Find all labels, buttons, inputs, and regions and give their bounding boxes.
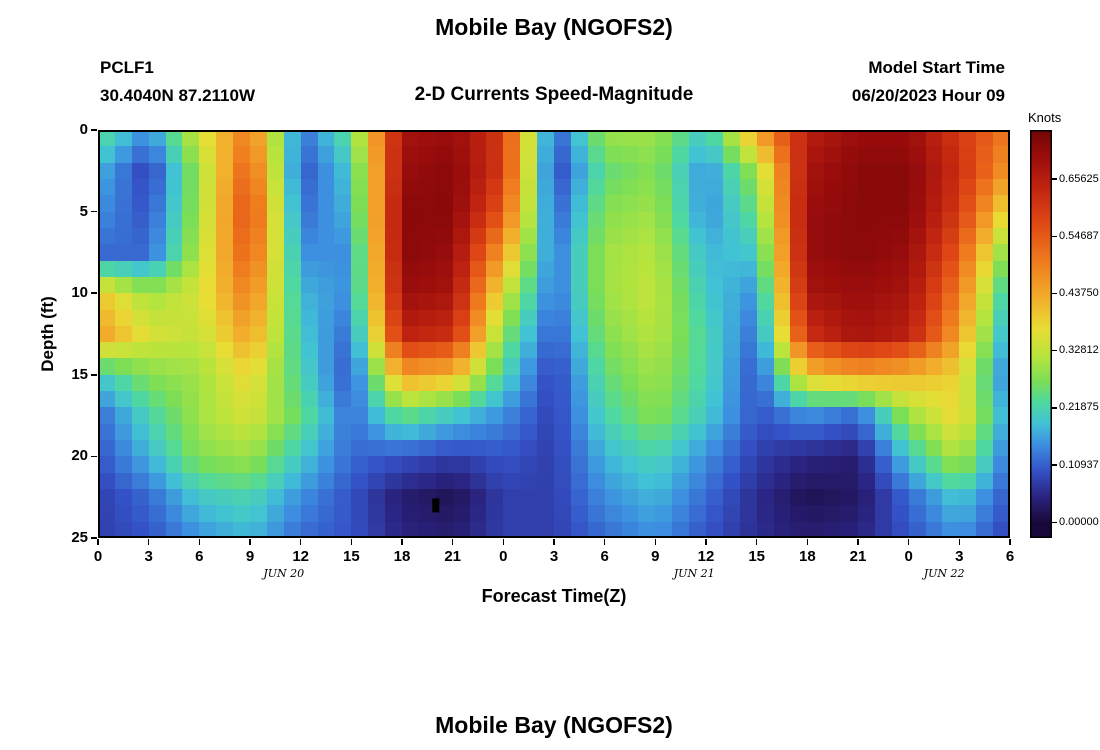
colorbar-tick (1052, 464, 1057, 466)
y-tick (91, 455, 97, 458)
x-tick-label: 9 (651, 548, 660, 565)
x-tick (350, 539, 353, 545)
x-tick-label: 12 (697, 548, 715, 565)
x-date-label: JUN 21 (673, 567, 715, 580)
colorbar-title: Knots (1028, 110, 1062, 125)
y-tick-label: 20 (71, 447, 88, 465)
colorbar-tick-label: 0.43750 (1059, 286, 1099, 299)
x-tick (451, 539, 454, 545)
station-coords: 30.4040N 87.2110W (100, 86, 256, 105)
x-tick (654, 539, 657, 545)
heatmap-canvas (98, 130, 1010, 538)
x-tick (299, 539, 302, 545)
x-tick-label: 6 (195, 548, 204, 565)
x-tick-label: 3 (144, 548, 153, 565)
x-tick-label: 12 (292, 548, 309, 565)
x-date-label: JUN 20 (263, 567, 305, 580)
y-tick (91, 292, 97, 294)
x-tick (958, 539, 961, 545)
y-tick-label: 25 (71, 529, 88, 546)
x-axis-title: Forecast Time(Z) (481, 586, 627, 606)
x-tick-label: 15 (342, 548, 360, 565)
colorbar-tick-label: 0.65625 (1059, 172, 1099, 185)
x-tick-label: 6 (600, 548, 609, 565)
y-tick (91, 537, 97, 539)
x-tick (603, 539, 606, 545)
y-tick (91, 374, 97, 376)
x-tick-label: 18 (393, 548, 411, 565)
colorbar-canvas (1030, 130, 1052, 538)
colorbar-tick (1052, 407, 1057, 409)
x-tick (502, 539, 505, 545)
colorbar-tick (1052, 292, 1057, 295)
next-chart-title: Mobile Bay (NGOFS2) (435, 712, 673, 738)
y-tick-label: 0 (79, 121, 88, 138)
x-tick-label: 15 (748, 548, 765, 565)
x-tick (1009, 539, 1011, 545)
colorbar-tick-label: 0.10937 (1059, 458, 1099, 471)
colorbar-tick (1052, 349, 1057, 352)
colorbar-tick-label: 0.00000 (1059, 515, 1099, 528)
model-start-label: Model Start Time (868, 58, 1005, 77)
x-tick-label: 9 (245, 548, 255, 565)
x-tick (907, 539, 910, 545)
y-tick-label: 5 (79, 202, 88, 220)
plot-subtitle: 2-D Currents Speed-Magnitude (414, 84, 694, 105)
x-tick-label: 3 (955, 548, 964, 565)
colorbar-tick (1052, 521, 1057, 524)
y-tick (91, 210, 97, 213)
x-tick-label: 0 (93, 548, 103, 565)
x-date-label: JUN 22 (923, 567, 965, 580)
x-tick (401, 539, 403, 545)
x-tick (705, 539, 707, 545)
x-tick-label: 6 (1005, 548, 1015, 565)
x-tick (755, 539, 758, 545)
x-tick-label: 21 (849, 548, 867, 565)
station-id: PCLF1 (100, 58, 154, 77)
x-tick (857, 539, 859, 545)
x-tick-label: 3 (549, 548, 559, 565)
y-tick-label: 15 (71, 365, 88, 383)
colorbar-tick-label: 0.32812 (1059, 344, 1099, 357)
x-tick (249, 539, 251, 545)
x-tick (198, 539, 201, 545)
main-title: Mobile Bay (NGOFS2) (435, 14, 673, 40)
y-axis-title: Depth (ft) (38, 296, 57, 372)
y-tick-label: 10 (71, 284, 88, 302)
x-tick (806, 539, 809, 545)
colorbar-tick-label: 0.21875 (1059, 401, 1099, 414)
colorbar-tick (1052, 235, 1057, 237)
x-tick-label: 21 (444, 548, 461, 565)
colorbar-tick (1052, 178, 1057, 180)
x-tick-label: 18 (798, 548, 816, 565)
x-tick (147, 539, 150, 545)
model-start-value: 06/20/2023 Hour 09 (851, 86, 1005, 105)
x-tick (553, 539, 555, 545)
x-tick (97, 539, 99, 545)
x-tick-label: 0 (499, 548, 508, 565)
colorbar-tick-label: 0.54687 (1059, 229, 1099, 242)
x-tick-label: 0 (904, 548, 913, 565)
y-tick (91, 129, 97, 131)
